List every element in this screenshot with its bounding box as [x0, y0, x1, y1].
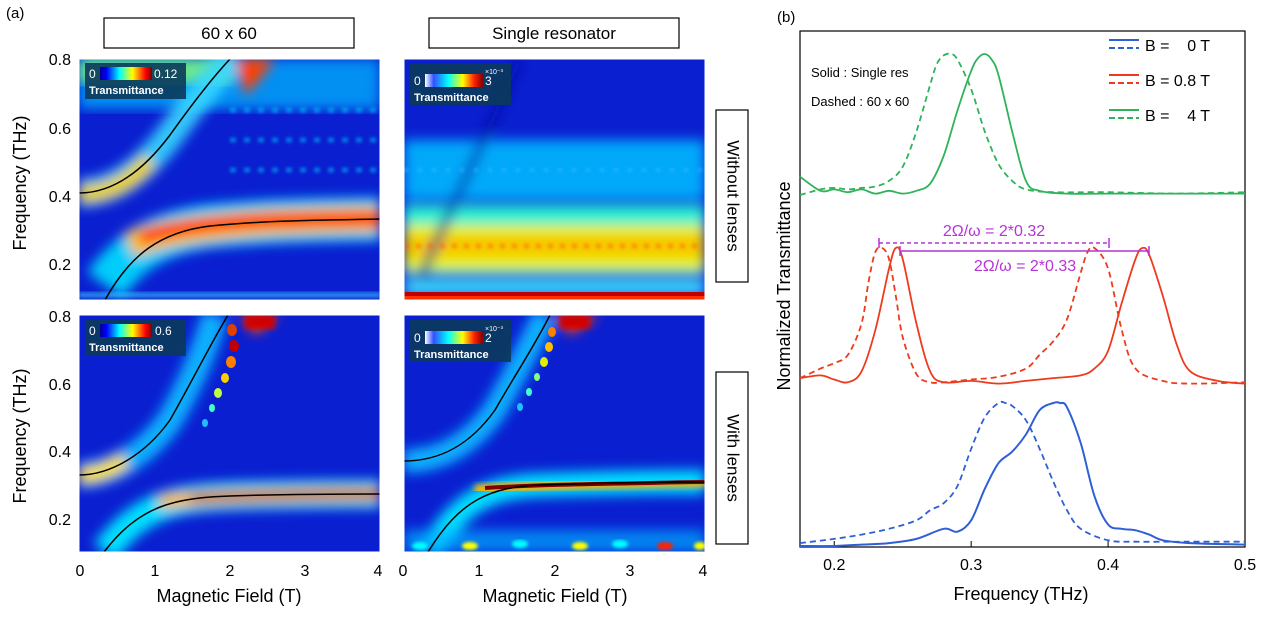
heatmap-frame-1	[78, 58, 381, 301]
annotation-dashed: Dashed : 60 x 60	[811, 94, 909, 109]
xtick-label: 4	[374, 563, 383, 580]
legend-entry-0T: B = 0 T	[1109, 38, 1210, 55]
ytick-label: 0.6	[49, 121, 71, 138]
xtick-label: 3	[301, 563, 310, 580]
row-title-box-2	[715, 371, 749, 545]
colorbar-4-min: 0	[414, 331, 421, 345]
colorbar-2-exponent: ×10⁻³	[485, 69, 504, 76]
colorbar-2: 0 3 ×10⁻³ Transmittance	[410, 63, 511, 105]
series-B4T-dashed	[799, 52, 1246, 196]
colorbar-4-max: 2	[485, 331, 492, 345]
colorbar-3-label: Transmittance	[89, 342, 164, 354]
panel-b-xticks: 0.2 0.3 0.4 0.5	[823, 541, 1256, 574]
colorbar-1: 0 0.12 Transmittance	[85, 63, 186, 99]
panel-b-ylabel: Normalized Transmittance	[774, 181, 794, 390]
colorbar-4-label: Transmittance	[414, 349, 489, 361]
xtick-label: 0.5	[1234, 557, 1256, 574]
series-B0.8T-solid	[799, 246, 1246, 385]
column-title-2: Single resonator	[492, 24, 616, 43]
panel-b-curves	[799, 52, 1246, 548]
colorbar-1-label: Transmittance	[89, 85, 164, 97]
colorbar-3-min: 0	[89, 324, 96, 338]
legend: B = 0 T B = 0.8 T B = 4 T	[1109, 38, 1210, 125]
ylabel-top: Frequency (THz)	[10, 115, 30, 250]
series-B0.8T-dashed	[799, 246, 1246, 385]
series-B4T-solid	[799, 53, 1245, 195]
series-B0T-dashed	[799, 400, 1245, 544]
row-title-box-1	[715, 109, 749, 283]
column-title-box-1	[103, 17, 355, 49]
series-B0T-solid	[799, 401, 1246, 548]
x-ticks-left: 0 1 2 3 4	[76, 563, 383, 580]
ytick-label: 0.6	[49, 377, 71, 394]
y-ticks-bottom-left: 0.8 0.6 0.4 0.2	[49, 309, 71, 529]
panel-b-label: (b)	[777, 9, 795, 26]
ytick-label: 0.4	[49, 444, 71, 461]
column-title-box-2	[428, 17, 680, 49]
colorbar-3: 0 0.6 Transmittance	[85, 320, 186, 356]
x-ticks-right: 0 1 2 3 4	[399, 563, 708, 580]
xtick-label: 3	[626, 563, 635, 580]
panel-b-xlabel: Frequency (THz)	[953, 584, 1088, 604]
colorbar-1-max: 0.12	[154, 67, 178, 81]
y-ticks-top-left: 0.8 0.6 0.4 0.2	[49, 52, 71, 274]
xtick-label: 0	[76, 563, 85, 580]
xtick-label: 0	[399, 563, 408, 580]
xtick-label: 1	[151, 563, 160, 580]
xtick-label: 4	[699, 563, 708, 580]
panel-a-label: (a)	[6, 5, 24, 22]
legend-label-0.8T: B = 0.8 T	[1145, 73, 1210, 90]
xtick-label: 1	[475, 563, 484, 580]
annotation-solid: Solid : Single res	[811, 65, 909, 80]
legend-label-0T: B = 0 T	[1145, 38, 1210, 55]
colorbar-4-exponent: ×10⁻³	[485, 326, 504, 333]
xtick-label: 0.3	[960, 557, 982, 574]
panel-b-frame	[799, 30, 1246, 548]
beads-60x60	[202, 324, 239, 427]
legend-entry-0.8T: B = 0.8 T	[1109, 73, 1210, 90]
colorbar-2-max: 3	[485, 74, 492, 88]
ytick-label: 0.2	[49, 257, 71, 274]
heatmap-single-without-lenses	[404, 59, 705, 300]
xlabel-right: Magnetic Field (T)	[482, 586, 627, 606]
row-title-2: With lenses	[724, 414, 743, 502]
xlabel-left: Magnetic Field (T)	[156, 586, 301, 606]
legend-entry-4T: B = 4 T	[1109, 108, 1210, 125]
column-title-1: 60 x 60	[201, 24, 257, 43]
row-title-1: Without lenses	[724, 140, 743, 252]
colorbar-4: 0 2 ×10⁻³ Transmittance	[410, 320, 511, 362]
beads-single	[517, 327, 556, 411]
ytick-label: 0.2	[49, 512, 71, 529]
legend-label-4T: B = 4 T	[1145, 108, 1210, 125]
ytick-label: 0.8	[49, 52, 71, 69]
ylabel-bottom: Frequency (THz)	[10, 368, 30, 503]
xtick-label: 0.4	[1097, 557, 1119, 574]
xtick-label: 2	[226, 563, 235, 580]
colorbar-3-max: 0.6	[155, 324, 172, 338]
xtick-label: 2	[551, 563, 560, 580]
splitting-dashed-label: 2Ω/ω = 2*0.32	[943, 223, 1045, 240]
heatmap-frame-2	[403, 58, 706, 301]
colorbar-2-label: Transmittance	[414, 92, 489, 104]
ytick-label: 0.8	[49, 309, 71, 326]
splitting-solid-label: 2Ω/ω = 2*0.33	[974, 258, 1076, 275]
heatmap-frame-4	[403, 314, 706, 553]
colorbar-1-min: 0	[89, 67, 96, 81]
colorbar-2-min: 0	[414, 74, 421, 88]
heatmap-frame-3	[78, 314, 381, 553]
xtick-label: 0.2	[823, 557, 845, 574]
ytick-label: 0.4	[49, 189, 71, 206]
splitting-annotations: 2Ω/ω = 2*0.32 2Ω/ω = 2*0.33	[878, 223, 1150, 275]
